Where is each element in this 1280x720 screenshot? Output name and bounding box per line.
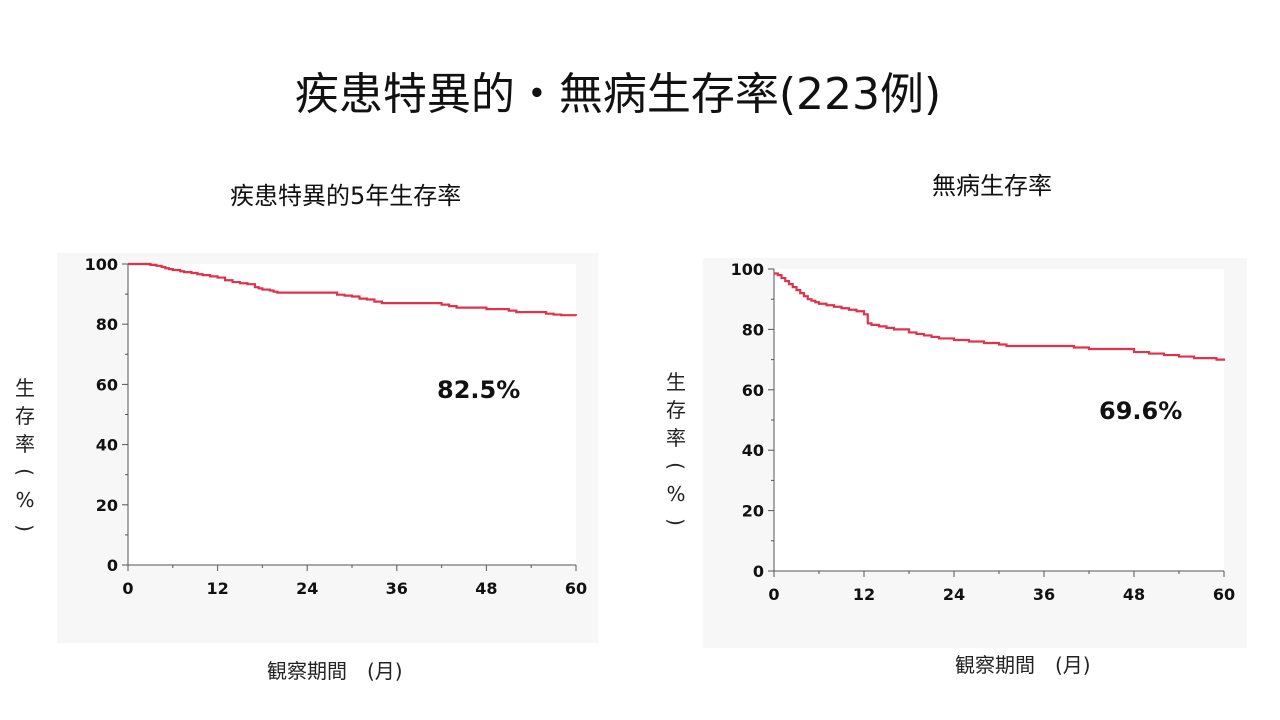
y-axis-label-char: 生	[666, 370, 686, 394]
y-tick-label: 40	[742, 441, 764, 460]
x-tick-label: 12	[853, 585, 875, 604]
y-axis-label-dss: 生 存 率 ( % )	[12, 374, 38, 542]
x-tick-label: 24	[943, 585, 965, 604]
y-tick-label: 0	[753, 562, 764, 581]
x-axis-label-dss: 観察期間 (月)	[267, 659, 403, 683]
chart-title-dss: 疾患特異的5年生存率	[230, 182, 462, 210]
y-axis-label-char: 率	[15, 432, 35, 456]
y-axis-label-char: )	[664, 518, 688, 526]
x-tick-label: 24	[296, 579, 318, 598]
y-tick-label: 60	[742, 381, 764, 400]
chart-title-dfs: 無病生存率	[932, 172, 1052, 200]
x-tick-label: 60	[565, 579, 587, 598]
x-tick-label: 36	[1033, 585, 1055, 604]
x-tick-label: 0	[122, 579, 133, 598]
y-axis-label-char: (	[664, 462, 688, 470]
survival-rate-annotation: 82.5%	[437, 376, 520, 404]
survival-curve	[774, 272, 1226, 361]
y-axis-label-char: 生	[15, 376, 35, 400]
y-tick-label: 100	[85, 255, 118, 274]
y-axis-label-char: )	[13, 524, 37, 532]
x-tick-label: 0	[768, 585, 779, 604]
y-axis-label-char: 存	[666, 398, 686, 422]
plot-area	[128, 264, 576, 565]
survival-rate-annotation: 69.6%	[1099, 397, 1182, 425]
y-tick-label: 40	[96, 436, 118, 455]
y-axis-label-char: %	[15, 488, 35, 512]
survival-chart-dfs: 0 20 40 60 80 100 0 12 24 36 48 60 69.6%	[731, 260, 1236, 604]
plot-area	[774, 269, 1224, 571]
x-tick-label: 12	[206, 579, 228, 598]
x-tick-label: 48	[475, 579, 497, 598]
x-axis-label-dfs: 観察期間 (月)	[955, 653, 1091, 677]
survival-chart-dss: 0 20 40 60 80 100 0 12 24 36 48 60 82.5%	[85, 255, 588, 598]
y-tick-label: 0	[107, 556, 118, 575]
y-tick-label: 80	[96, 315, 118, 334]
page-title: 疾患特異的・無病生存率(223例)	[294, 69, 942, 120]
survival-curve	[128, 262, 578, 317]
x-tick-label: 48	[1123, 585, 1145, 604]
x-tick-label: 60	[1213, 585, 1235, 604]
y-tick-label: 20	[742, 502, 764, 521]
y-tick-label: 80	[742, 320, 764, 339]
y-tick-label: 60	[96, 375, 118, 394]
y-tick-label: 20	[96, 496, 118, 515]
y-axis-label-char: 存	[15, 404, 35, 428]
y-axis-label-char: 率	[666, 426, 686, 450]
y-axis-label-char: %	[666, 482, 686, 506]
y-tick-label: 100	[731, 260, 764, 279]
y-axis-label-char: (	[13, 468, 37, 476]
y-axis-label-dfs: 生 存 率 ( % )	[663, 368, 689, 536]
x-tick-label: 36	[386, 579, 408, 598]
